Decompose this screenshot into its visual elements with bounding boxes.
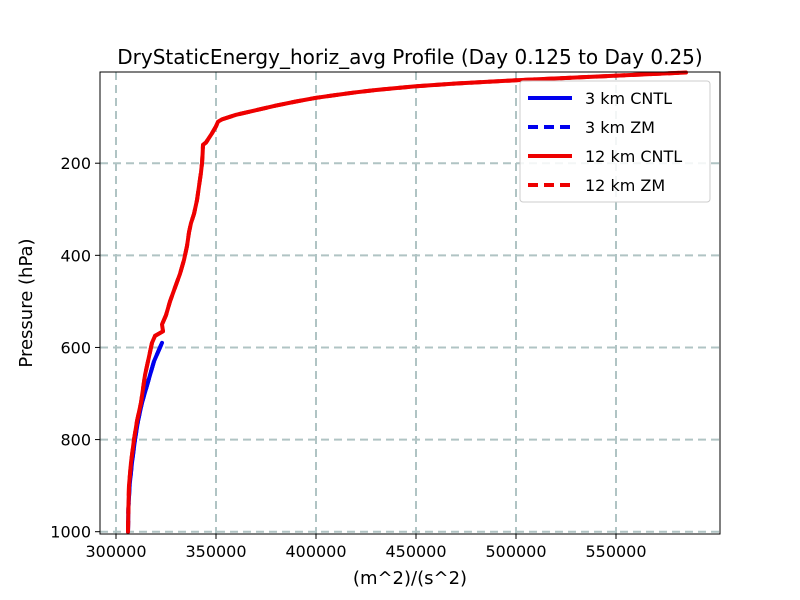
x-tick-label: 350000 (185, 542, 246, 561)
x-tick-label: 400000 (285, 542, 346, 561)
legend-label: 12 km ZM (585, 176, 665, 195)
legend-label: 3 km ZM (585, 118, 655, 137)
y-tick-label: 600 (60, 338, 91, 357)
legend: 3 km CNTL 3 km ZM 12 km CNTL 12 km ZM (519, 80, 711, 203)
legend-label: 3 km CNTL (585, 89, 672, 108)
x-tick-label: 300000 (85, 542, 146, 561)
x-tick-label: 450000 (385, 542, 446, 561)
y-axis-label: Pressure (hPa) (16, 238, 37, 367)
series-layer (126, 70, 688, 534)
axis-ticks: 300000 350000 400000 450000 500000 550000 200 4… (50, 154, 646, 561)
plot-frame (99, 71, 721, 535)
grid-lines (100, 72, 720, 534)
y-tick-label: 200 (60, 154, 91, 173)
x-tick-label: 500000 (485, 542, 546, 561)
y-tick-label: 400 (60, 246, 91, 265)
x-axis-label: (m^2)/(s^2) (353, 568, 467, 589)
legend-label: 12 km CNTL (585, 147, 682, 166)
legend-box (519, 80, 711, 203)
series-line-12-km-zm (126, 70, 687, 532)
y-tick-label: 1000 (50, 523, 91, 542)
y-tick-label: 800 (60, 431, 91, 450)
x-tick-label: 550000 (585, 542, 646, 561)
chart-title: DryStaticEnergy_horiz_avg Profile (Day 0… (117, 45, 702, 69)
